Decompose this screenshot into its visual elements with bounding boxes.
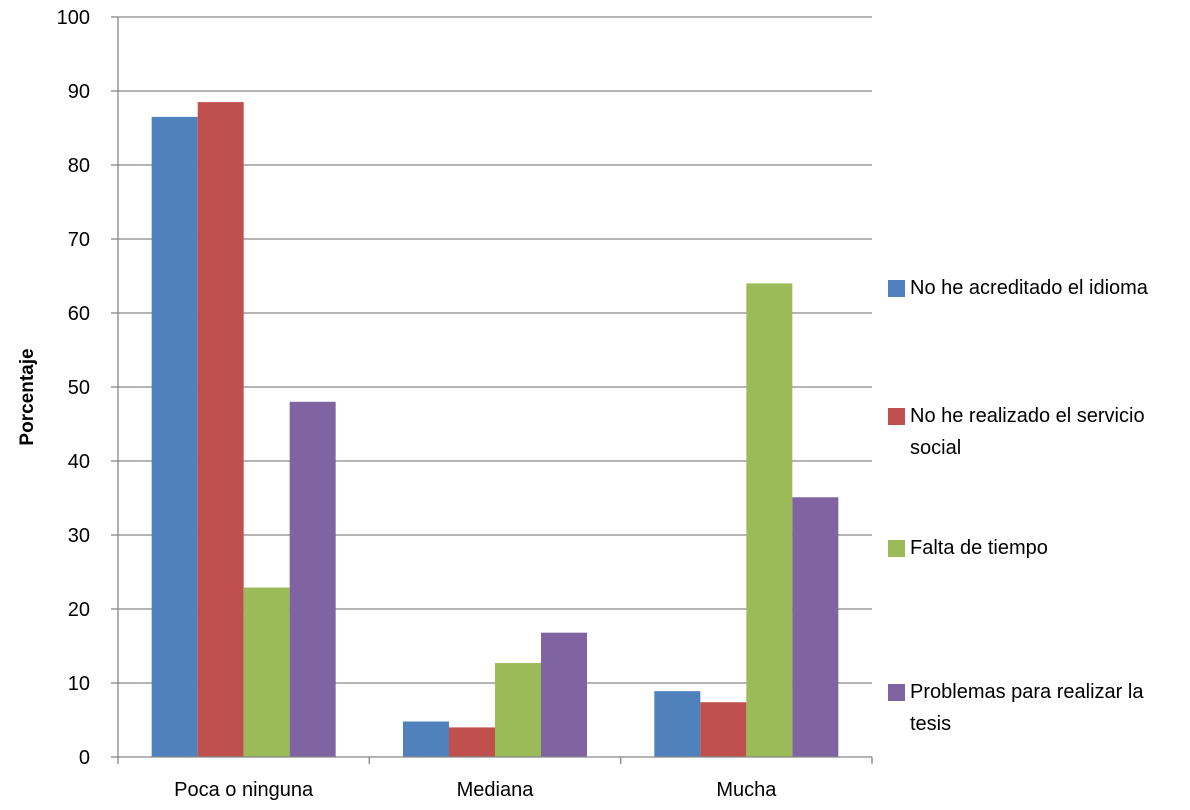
y-tick-label: 40 <box>68 451 90 473</box>
x-tick-label: Poca o ninguna <box>174 779 314 801</box>
bar-poca-o-ninguna-series-1 <box>151 116 198 757</box>
y-tick-label: 10 <box>68 673 90 695</box>
bar-mucha-series-2 <box>700 702 747 757</box>
y-axis-label: Porcentaje <box>17 348 38 445</box>
y-tick-label: 90 <box>68 81 90 103</box>
legend-swatch-falta-de-tiempo <box>888 540 905 557</box>
x-tick-labels: Poca o ninguna Mediana Mucha <box>174 779 777 801</box>
bar-mediana-series-4 <box>541 632 587 757</box>
bar-mediana-series-2 <box>449 727 495 757</box>
bar-mucha-series-1 <box>654 691 701 757</box>
bars <box>151 102 839 758</box>
y-tick-label: 20 <box>68 599 90 621</box>
legend-swatch-idioma <box>888 280 905 297</box>
y-tick-label: 50 <box>68 377 90 399</box>
bar-mucha-series-4 <box>792 497 839 757</box>
legend-label-idioma: No he acreditado el idioma <box>910 277 1148 299</box>
legend-swatch-tesis <box>888 684 905 701</box>
legend-label-tesis: Problemas para realizar la tesis <box>910 681 1144 735</box>
y-tick-label: 60 <box>68 303 90 325</box>
y-tick-label: 30 <box>68 525 90 547</box>
y-tick-label: 80 <box>68 155 90 177</box>
x-tick-label: Mucha <box>716 779 777 801</box>
bar-mucha-series-3 <box>746 283 793 757</box>
x-tick-label: Mediana <box>457 779 535 801</box>
bar-mediana-series-3 <box>495 663 541 757</box>
legend-swatch-servicio-social <box>888 408 905 425</box>
y-tick-label: 70 <box>68 229 90 251</box>
legend-label-falta-de-tiempo: Falta de tiempo <box>910 537 1048 559</box>
y-tick-label: 100 <box>57 7 90 29</box>
bar-mediana-series-1 <box>403 721 449 757</box>
bar-poca-o-ninguna-series-4 <box>289 401 336 757</box>
bar-poca-o-ninguna-series-3 <box>243 587 290 757</box>
bar-poca-o-ninguna-series-2 <box>197 102 244 758</box>
y-tick-label: 0 <box>79 747 90 769</box>
legend-label-servicio-social: No he realizado el servicio social <box>910 405 1145 459</box>
y-tick-labels: 0 10 20 30 40 50 60 70 80 90 100 <box>57 7 90 769</box>
axes <box>117 17 873 764</box>
